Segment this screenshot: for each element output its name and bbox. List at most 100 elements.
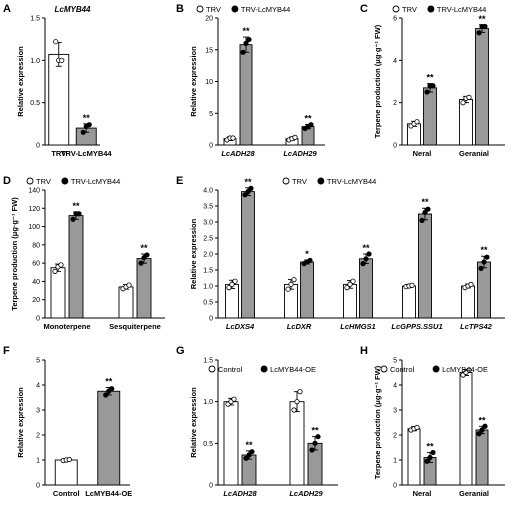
x-tick-label: Geranial bbox=[459, 149, 489, 158]
y-tick-label: 3 bbox=[393, 408, 397, 415]
significance-mark: ** bbox=[421, 197, 429, 207]
data-point bbox=[231, 396, 237, 402]
y-tick-label: 3.0 bbox=[203, 220, 213, 227]
y-tick-label: 1 bbox=[36, 458, 40, 465]
y-tick-label: 2.5 bbox=[203, 236, 213, 243]
significance-mark: ** bbox=[480, 245, 488, 255]
y-tick-label: 100 bbox=[28, 224, 40, 231]
data-point bbox=[315, 434, 321, 440]
data-point bbox=[360, 260, 366, 267]
legend-marker bbox=[231, 5, 239, 13]
data-point bbox=[460, 100, 466, 106]
legend-marker bbox=[208, 365, 216, 373]
significance-mark: ** bbox=[242, 26, 250, 36]
data-point bbox=[425, 206, 431, 212]
significance-mark: ** bbox=[140, 243, 148, 253]
data-point bbox=[294, 399, 300, 405]
bar bbox=[223, 401, 239, 486]
legend-marker bbox=[427, 5, 435, 13]
significance-mark: ** bbox=[244, 177, 252, 187]
bar bbox=[48, 53, 70, 146]
legend-label: TRV-LcMYB44 bbox=[437, 5, 486, 14]
panel-d: D 0 20 40 60 80 100 120 140 Terpene production (μ… bbox=[3, 175, 165, 331]
y-axis-label: Terpene production (μg·g⁻¹ FW) bbox=[373, 365, 382, 479]
y-axis-label: Terpene production (μg·g⁻¹ FW) bbox=[10, 197, 19, 311]
significance-mark: ** bbox=[478, 14, 486, 24]
bar bbox=[407, 428, 421, 486]
y-tick-label: 1.5 bbox=[30, 16, 40, 23]
y-axis-label: Relative expression bbox=[189, 218, 198, 289]
data-point bbox=[468, 281, 474, 287]
significance-mark: ** bbox=[83, 113, 91, 123]
significance-mark: ** bbox=[311, 426, 319, 436]
y-tick-label: 2.0 bbox=[203, 252, 213, 259]
panel-label: E bbox=[176, 175, 183, 187]
x-tick-label: Neral bbox=[413, 489, 432, 498]
x-tick-label: LcHMGS1 bbox=[340, 322, 375, 331]
x-tick-label: LcDXS4 bbox=[226, 322, 255, 331]
y-axis-label: Terpene production (μg·g⁻¹ FW) bbox=[373, 24, 382, 138]
data-point bbox=[240, 49, 246, 55]
significance-mark: ** bbox=[72, 201, 80, 211]
y-tick-label: 5 bbox=[393, 358, 397, 365]
bar bbox=[289, 401, 305, 486]
data-point bbox=[76, 211, 82, 217]
panel-label: A bbox=[3, 3, 11, 15]
x-tick-label: LcADH28 bbox=[223, 489, 257, 498]
data-point bbox=[242, 192, 248, 198]
data-point bbox=[285, 286, 291, 292]
x-tick-label: Control bbox=[53, 489, 80, 498]
bar bbox=[241, 191, 255, 319]
data-point bbox=[308, 122, 314, 128]
legend-label: TRV-LcMYB44 bbox=[241, 5, 290, 14]
y-tick-label: 1.0 bbox=[203, 284, 213, 291]
y-axis-label: Relative expression bbox=[16, 46, 25, 117]
y-tick-label: 20 bbox=[32, 297, 40, 304]
y-tick-label: 0.5 bbox=[203, 300, 213, 307]
data-point bbox=[53, 39, 59, 45]
bar bbox=[97, 390, 121, 486]
data-point bbox=[312, 440, 318, 446]
x-tick-label: LcMYB44-OE bbox=[85, 489, 132, 498]
y-tick-label: 5 bbox=[209, 111, 213, 118]
y-tick-label: 1.5 bbox=[203, 358, 213, 365]
x-tick-label: LcTPS42 bbox=[460, 322, 493, 331]
x-tick-label: Sesquiterpene bbox=[109, 322, 161, 331]
y-tick-label: 0 bbox=[393, 483, 397, 490]
data-point bbox=[430, 83, 436, 89]
data-point bbox=[430, 449, 436, 456]
data-point bbox=[363, 256, 369, 262]
x-tick-label: TRV bbox=[51, 149, 66, 158]
legend-label: LcMYB44-OE bbox=[270, 365, 316, 374]
data-point bbox=[80, 129, 86, 135]
data-point bbox=[292, 134, 298, 140]
panel-label: B bbox=[176, 3, 184, 15]
data-point bbox=[424, 89, 430, 95]
y-tick-label: 0 bbox=[36, 483, 40, 490]
data-point bbox=[232, 278, 238, 284]
y-tick-label: 6 bbox=[393, 16, 397, 23]
panel-label: H bbox=[360, 345, 368, 357]
bar bbox=[136, 258, 152, 319]
data-point bbox=[58, 262, 64, 268]
data-point bbox=[249, 449, 255, 455]
x-tick-label: TRV-LcMYB44 bbox=[61, 149, 113, 158]
y-tick-label: 0 bbox=[36, 316, 40, 323]
data-point bbox=[478, 265, 484, 271]
legend-label: Control bbox=[218, 365, 243, 374]
data-point bbox=[484, 254, 490, 260]
bar bbox=[50, 267, 66, 319]
y-tick-label: 20 bbox=[205, 16, 213, 23]
legend-marker bbox=[282, 177, 290, 185]
legend-marker bbox=[432, 365, 440, 373]
bar bbox=[475, 429, 489, 486]
bar bbox=[475, 28, 489, 146]
data-point bbox=[144, 252, 150, 258]
panel-b: B 0 5 10 15 20 Relative expression ** LcADH28 ** L… bbox=[176, 3, 325, 158]
data-point bbox=[297, 389, 303, 395]
x-tick-label: Monoterpene bbox=[43, 322, 90, 331]
legend-marker bbox=[260, 365, 268, 373]
panel-a: A 0 0.5 1.0 1.5 Relative expression LcMYB44 TRV… bbox=[3, 3, 112, 158]
legend-label: TRV-LcMYB44 bbox=[71, 177, 120, 186]
